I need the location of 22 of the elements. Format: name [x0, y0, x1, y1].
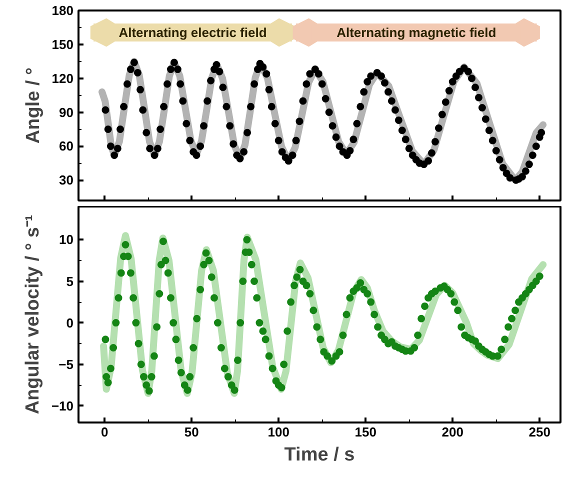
y-tick-label: −5: [58, 356, 74, 372]
y-tick-label: 60: [59, 138, 74, 154]
x-tick-label: 200: [442, 424, 464, 440]
y-tick-label: 10: [59, 232, 74, 248]
y-tick-label: 30: [59, 172, 74, 188]
y-tick-label: 90: [59, 104, 74, 120]
x-axis-title: Time / s: [284, 444, 355, 466]
y-tick-label: 0: [66, 315, 74, 330]
y-tick-label: 120: [52, 70, 74, 86]
x-tick-label: 0: [100, 424, 108, 440]
x-tick-label: 50: [184, 424, 199, 440]
annotation: Alternating electric field: [118, 25, 267, 40]
y-tick-label: −10: [51, 398, 74, 414]
x-tick-label: 150: [354, 424, 376, 440]
annotation: Alternating magnetic field: [336, 25, 496, 40]
y-tick-label: 180: [52, 3, 74, 18]
y-tick-label: 150: [52, 36, 74, 52]
y-axis-title: Angle / °: [22, 67, 44, 144]
x-tick-label: 250: [528, 424, 550, 440]
y-tick-label: 5: [66, 274, 74, 289]
y-axis-title: Angular velocity / ° s⁻¹: [22, 214, 44, 414]
x-tick-label: 100: [268, 424, 290, 440]
